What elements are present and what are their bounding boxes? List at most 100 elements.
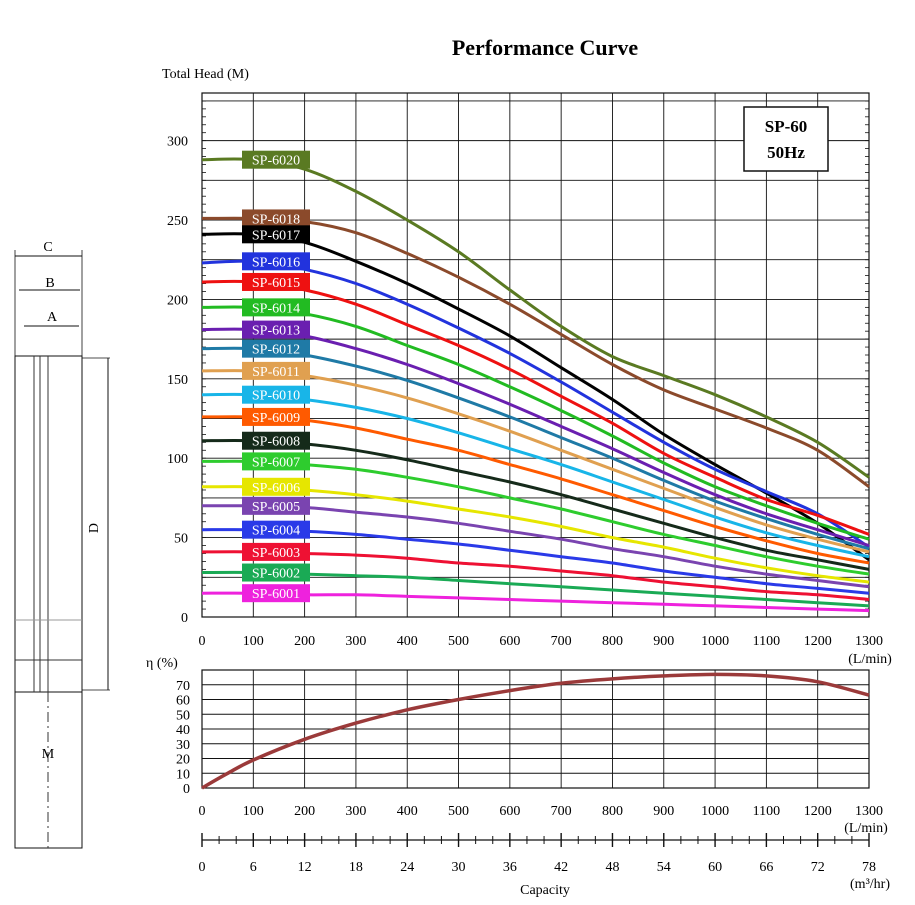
head-xtick-label: 500: [448, 634, 469, 649]
head-xtick-label: 400: [397, 634, 418, 649]
curve-label-sp-6003: SP-6003: [242, 542, 310, 561]
curve-label-text: SP-6012: [252, 343, 300, 358]
curve-label-text: SP-6004: [252, 524, 300, 539]
curve-label-text: SP-6008: [252, 435, 300, 450]
capacity-tick-label: 36: [503, 860, 517, 875]
curve-label-bg: [242, 320, 310, 339]
curve-label-sp-6001: SP-6001: [242, 584, 310, 603]
curve-label-text: SP-6010: [252, 389, 300, 404]
capacity-unit: (m³/hr): [850, 877, 890, 892]
capacity-tick-label: 30: [452, 860, 466, 875]
eff-xtick-label: 600: [499, 804, 520, 819]
head-xtick-label: 300: [345, 634, 366, 649]
eff-xtick-label: 800: [602, 804, 623, 819]
curve-label-text: SP-6011: [252, 365, 300, 380]
curve-label-sp-6002: SP-6002: [242, 563, 310, 582]
head-x-unit: (L/min): [848, 652, 892, 667]
chart-title: Performance Curve: [452, 35, 639, 60]
head-grid: [201, 92, 870, 618]
head-xtick-label: 800: [602, 634, 623, 649]
curve-label-sp-6008: SP-6008: [242, 431, 310, 450]
curve-label-sp-6015: SP-6015: [242, 272, 310, 291]
head-ytick-label: 200: [167, 293, 188, 308]
curve-label-bg: [242, 385, 310, 404]
head-xtick-label: 700: [551, 634, 572, 649]
curve-label-bg: [242, 452, 310, 471]
curve-label-text: SP-6006: [252, 481, 300, 496]
pump-dimension-drawing: C B A D M: [14, 240, 110, 849]
curve-label-bg: [242, 272, 310, 291]
eff-ytick-label: 30: [176, 738, 190, 753]
capacity-tick-label: 24: [400, 860, 414, 875]
eff-xtick-label: 1300: [855, 804, 883, 819]
curve-label-bg: [242, 150, 310, 169]
curve-label-text: SP-6016: [252, 255, 300, 270]
curve-label-bg: [242, 407, 310, 426]
curve-label-bg: [242, 431, 310, 450]
curve-label-bg: [242, 298, 310, 317]
curve-label-bg: [242, 361, 310, 380]
curve-label-text: SP-6005: [252, 500, 300, 515]
curve-label-sp-6020: SP-6020: [242, 150, 310, 169]
curve-label-sp-6005: SP-6005: [242, 496, 310, 515]
capacity-tick-label: 18: [349, 860, 363, 875]
curve-label-sp-6013: SP-6013: [242, 320, 310, 339]
capacity-tick-label: 6: [250, 860, 257, 875]
curve-label-text: SP-6015: [252, 276, 300, 291]
eff-xtick-label: 1100: [753, 804, 780, 819]
curve-label-text: SP-6007: [252, 455, 300, 470]
capacity-axis-title: Capacity: [520, 883, 570, 898]
dim-d-label: D: [87, 523, 102, 533]
eff-ytick-label: 10: [176, 767, 190, 782]
head-xtick-label: 0: [199, 634, 206, 649]
eff-xtick-label: 100: [243, 804, 264, 819]
curve-label-text: SP-6014: [252, 301, 300, 316]
head-ytick-label: 150: [167, 373, 188, 388]
curve-label-text: SP-6009: [252, 411, 300, 426]
curve-label-bg: [242, 563, 310, 582]
curve-label-bg: [242, 542, 310, 561]
head-curve-sp-6004: [201, 528, 870, 595]
head-xtick-label: 1300: [855, 634, 883, 649]
eff-xtick-label: 0: [199, 804, 206, 819]
capacity-axis: 0 6 12 18 24 30 36 42 48 54 60 66 72 78: [199, 833, 876, 875]
curve-label-bg: [242, 252, 310, 271]
head-xtick-label: 1000: [701, 634, 729, 649]
eff-xtick-label: 1000: [701, 804, 729, 819]
capacity-tick-label: 0: [199, 860, 206, 875]
head-curve-sp-6020: [201, 157, 870, 479]
head-axis-ticks: 0 50 100 150 200 250 300 0 100 200 300 400 500 600 700…: [167, 135, 883, 649]
dim-b-label: B: [45, 276, 54, 291]
eff-x-unit: (L/min): [844, 821, 888, 836]
capacity-tick-label: 12: [298, 860, 312, 875]
curve-label-sp-6016: SP-6016: [242, 252, 310, 271]
eff-xtick-label: 200: [294, 804, 315, 819]
curve-label-sp-6007: SP-6007: [242, 452, 310, 471]
head-ytick-label: 0: [181, 611, 188, 626]
curve-label-sp-6006: SP-6006: [242, 477, 310, 496]
curve-label-bg: [242, 584, 310, 603]
curve-label-sp-6012: SP-6012: [242, 339, 310, 358]
curve-label-text: SP-6018: [252, 212, 300, 227]
capacity-tick-label: 42: [554, 860, 568, 875]
capacity-tick-label: 78: [862, 860, 876, 875]
eff-ytick-label: 20: [176, 753, 190, 768]
eff-ytick-label: 70: [176, 679, 190, 694]
head-ytick-label: 300: [167, 135, 188, 150]
head-ytick-label: 100: [167, 452, 188, 467]
eff-xtick-label: 400: [397, 804, 418, 819]
efficiency-line: [201, 672, 870, 790]
capacity-tick-label: 66: [759, 860, 773, 875]
model-box-line2: 50Hz: [767, 143, 805, 162]
head-xtick-label: 1100: [753, 634, 780, 649]
model-box-line1: SP-60: [765, 117, 808, 136]
dim-a-label: A: [47, 310, 58, 325]
curve-label-sp-6009: SP-6009: [242, 407, 310, 426]
curve-label-text: SP-6020: [252, 154, 300, 169]
curve-label-text: SP-6002: [252, 567, 300, 582]
capacity-tick-label: 54: [657, 860, 671, 875]
